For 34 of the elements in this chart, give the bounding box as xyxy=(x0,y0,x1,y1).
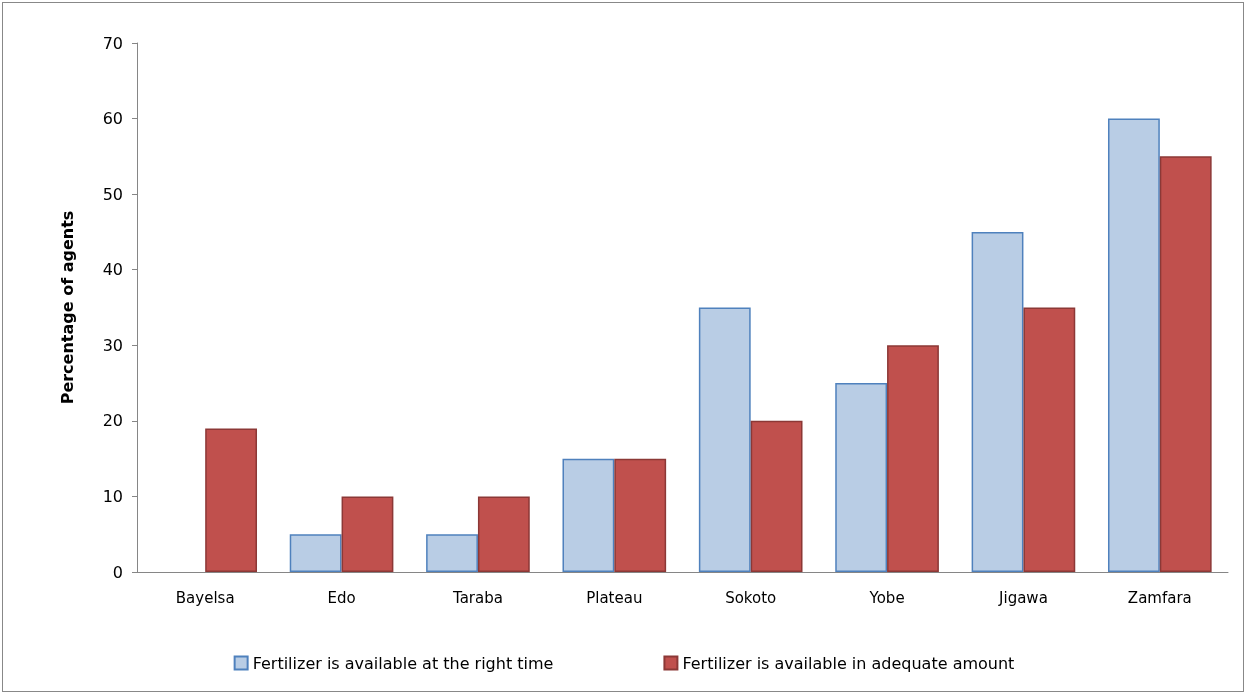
x-tick-label: Plateau xyxy=(586,588,643,607)
y-tick-label: 10 xyxy=(102,486,123,506)
bar xyxy=(477,496,530,572)
bar xyxy=(971,231,1024,572)
bar xyxy=(1023,307,1076,572)
legend-label: Fertilizer is available in adequate amount xyxy=(682,653,1015,673)
x-tick-label: Jigawa xyxy=(998,588,1048,607)
bar xyxy=(1159,156,1212,572)
x-tick-label: Yobe xyxy=(868,588,905,607)
bar xyxy=(750,420,803,572)
bar xyxy=(1107,118,1160,572)
bar xyxy=(426,534,478,572)
x-tick-label: Zamfara xyxy=(1127,588,1192,607)
bar xyxy=(289,534,342,572)
legend-label: Fertilizer is available at the right time xyxy=(252,653,554,673)
y-tick-label: 50 xyxy=(102,184,123,204)
bar xyxy=(835,383,888,572)
y-tick-label: 30 xyxy=(102,335,123,355)
x-tick-label: Edo xyxy=(327,588,356,607)
bar xyxy=(887,345,939,572)
bar xyxy=(698,307,751,572)
y-axis-title: Percentage of agents xyxy=(57,210,77,405)
x-tick-label: Bayelsa xyxy=(175,588,235,607)
y-tick-label: 0 xyxy=(112,562,123,582)
y-tick-label: 70 xyxy=(102,33,123,53)
x-tick-label: Taraba xyxy=(451,588,503,607)
y-tick-label: 20 xyxy=(102,411,123,431)
y-tick-label: 60 xyxy=(102,109,123,129)
bar xyxy=(562,458,615,572)
x-tick-label: Sokoto xyxy=(725,588,777,607)
bar xyxy=(205,428,258,572)
bar xyxy=(614,458,667,572)
bar xyxy=(341,496,394,572)
y-tick-label: 40 xyxy=(102,260,123,280)
